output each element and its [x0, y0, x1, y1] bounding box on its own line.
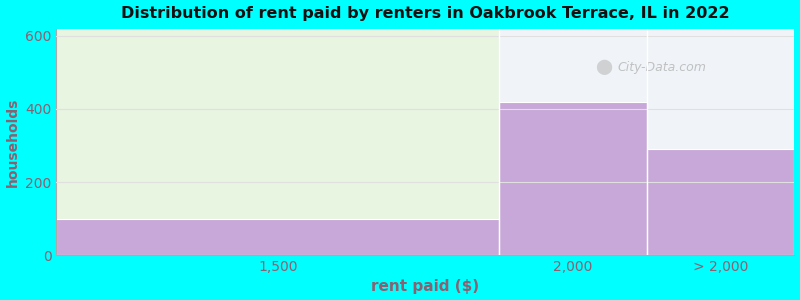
Bar: [499, 29, 794, 255]
Title: Distribution of rent paid by renters in Oakbrook Terrace, IL in 2022: Distribution of rent paid by renters in …: [121, 6, 730, 21]
X-axis label: rent paid ($): rent paid ($): [371, 279, 479, 294]
Bar: [56, 218, 499, 255]
Bar: [499, 102, 647, 255]
Bar: [647, 149, 794, 255]
Text: City-Data.com: City-Data.com: [618, 61, 706, 74]
Text: ⬤: ⬤: [595, 59, 612, 75]
Bar: [56, 29, 499, 255]
Y-axis label: households: households: [6, 97, 19, 187]
